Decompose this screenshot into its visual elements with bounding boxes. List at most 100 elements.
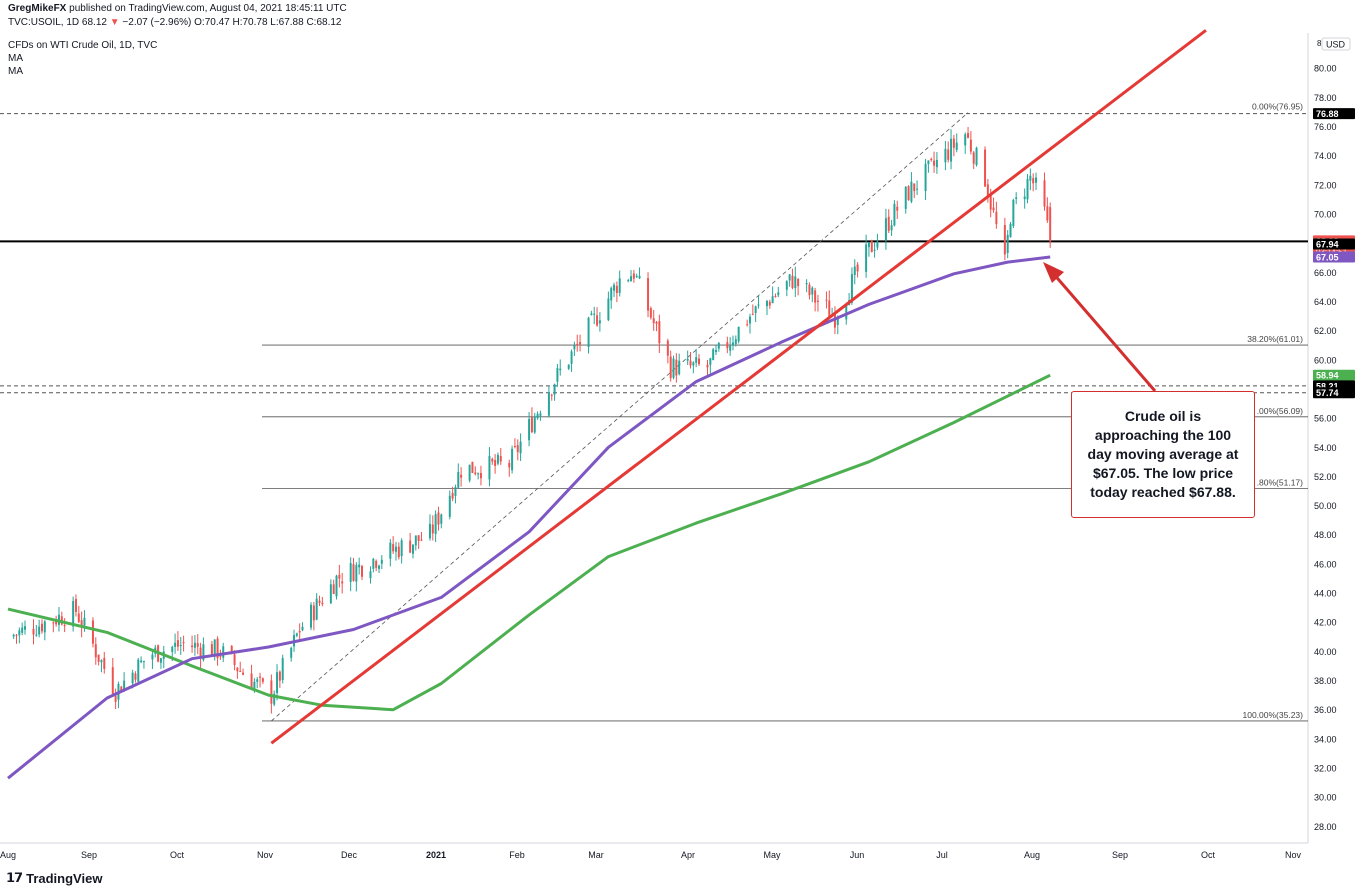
- candle-body: [460, 474, 463, 478]
- x-tick-label: Oct: [170, 850, 185, 860]
- x-tick-label: Dec: [341, 850, 358, 860]
- candle-body: [814, 290, 817, 303]
- candle-body: [924, 163, 927, 191]
- candle-body: [312, 605, 315, 621]
- x-tick-label: Aug: [1024, 850, 1040, 860]
- candle-body: [867, 242, 870, 248]
- legend-ma-200[interactable]: MA: [8, 66, 23, 77]
- candle-body: [176, 640, 179, 647]
- candle-body: [1009, 223, 1012, 238]
- candle-body: [995, 211, 998, 225]
- candle-body: [1003, 225, 1006, 255]
- y-tick-label: 56.00: [1314, 414, 1337, 424]
- candle-body: [539, 413, 542, 416]
- candle-body: [434, 514, 437, 534]
- candle-body: [298, 631, 301, 633]
- candle-body: [159, 658, 162, 663]
- candle-body: [213, 639, 216, 657]
- candle-body: [777, 292, 780, 296]
- candle-body: [21, 627, 24, 633]
- candle-body: [771, 296, 774, 304]
- x-tick-label: May: [763, 850, 781, 860]
- annotation-callout[interactable]: Crude oil is approaching the 100 day mov…: [1071, 391, 1255, 518]
- candle-body: [649, 308, 652, 318]
- candle-body: [689, 360, 692, 366]
- price-label: 57.74: [1316, 388, 1339, 398]
- candle-body: [785, 281, 788, 290]
- candle-body: [38, 626, 41, 635]
- candle-body: [448, 495, 451, 517]
- candle-body: [420, 539, 423, 541]
- author-name[interactable]: GregMikeFX: [8, 3, 67, 14]
- candle-body: [916, 188, 919, 190]
- price-label-bg: [1313, 108, 1355, 120]
- y-tick-label: 52.00: [1314, 472, 1337, 482]
- y-tick-label: 54.00: [1314, 443, 1337, 453]
- price-label: 67.94: [1316, 240, 1339, 250]
- candle-body: [100, 660, 103, 663]
- candle-body: [123, 680, 126, 691]
- candle-body: [375, 560, 378, 568]
- candle-body: [479, 472, 482, 479]
- candle-body: [278, 671, 281, 681]
- candle-body: [811, 287, 814, 295]
- candle-body: [428, 523, 431, 539]
- price-label: 76.88: [1316, 109, 1339, 119]
- candle-body: [856, 264, 859, 272]
- candle-body: [171, 646, 174, 652]
- candle-body: [233, 654, 236, 665]
- candle-body: [754, 306, 757, 314]
- candle-body: [528, 419, 531, 441]
- candle-body: [103, 657, 106, 669]
- candle-body: [111, 667, 114, 694]
- candle-body: [511, 448, 514, 471]
- candle-body: [310, 604, 313, 628]
- trend-line: [270, 29, 1207, 745]
- price-change: −2.07 (−2.96%): [122, 17, 192, 28]
- candles: [12, 126, 1052, 714]
- candle-body: [797, 279, 800, 287]
- candle-body: [380, 559, 383, 564]
- candle-body: [559, 368, 562, 371]
- candle-body: [658, 321, 661, 344]
- candle-body: [335, 575, 338, 597]
- fib-level-label: .80%(51.17): [1257, 478, 1303, 488]
- price-label-bg: [1313, 238, 1355, 250]
- candle-body: [876, 241, 879, 248]
- tradingview-brand[interactable]: 𝟭𝟳 TradingView: [6, 870, 102, 886]
- candle-body: [618, 278, 621, 293]
- candle-body: [536, 413, 539, 419]
- candle-body: [196, 643, 199, 647]
- candle-body: [638, 275, 641, 279]
- candle-body: [672, 358, 675, 378]
- y-tick-label: 44.00: [1314, 589, 1337, 599]
- candle-body: [369, 571, 372, 579]
- candle-body: [729, 344, 732, 351]
- candle-body: [321, 602, 324, 605]
- candle-body: [12, 634, 15, 637]
- candle-body: [270, 680, 273, 704]
- candle-body: [698, 358, 701, 365]
- candle-body: [630, 276, 633, 282]
- fib-level-label: 38.20%(61.01): [1247, 334, 1303, 344]
- candle-body: [202, 644, 205, 660]
- legend-ma-100[interactable]: MA: [8, 53, 23, 64]
- candle-body: [199, 647, 202, 658]
- candle-body: [230, 645, 233, 653]
- candle-body: [355, 565, 358, 582]
- candle-body: [652, 318, 655, 324]
- candle-body: [910, 181, 913, 202]
- candle-body: [1006, 234, 1009, 254]
- candle-body: [896, 206, 899, 211]
- candle-body: [222, 646, 225, 658]
- currency-box: [1321, 37, 1351, 51]
- candle-body: [261, 678, 264, 682]
- candle-body: [219, 655, 222, 657]
- candle-body: [290, 647, 293, 658]
- candle-body: [930, 158, 933, 160]
- candle-body: [853, 266, 856, 275]
- price-label-bg: [1313, 369, 1355, 381]
- y-tick-label: 62.00: [1314, 326, 1337, 336]
- candle-body: [315, 598, 318, 620]
